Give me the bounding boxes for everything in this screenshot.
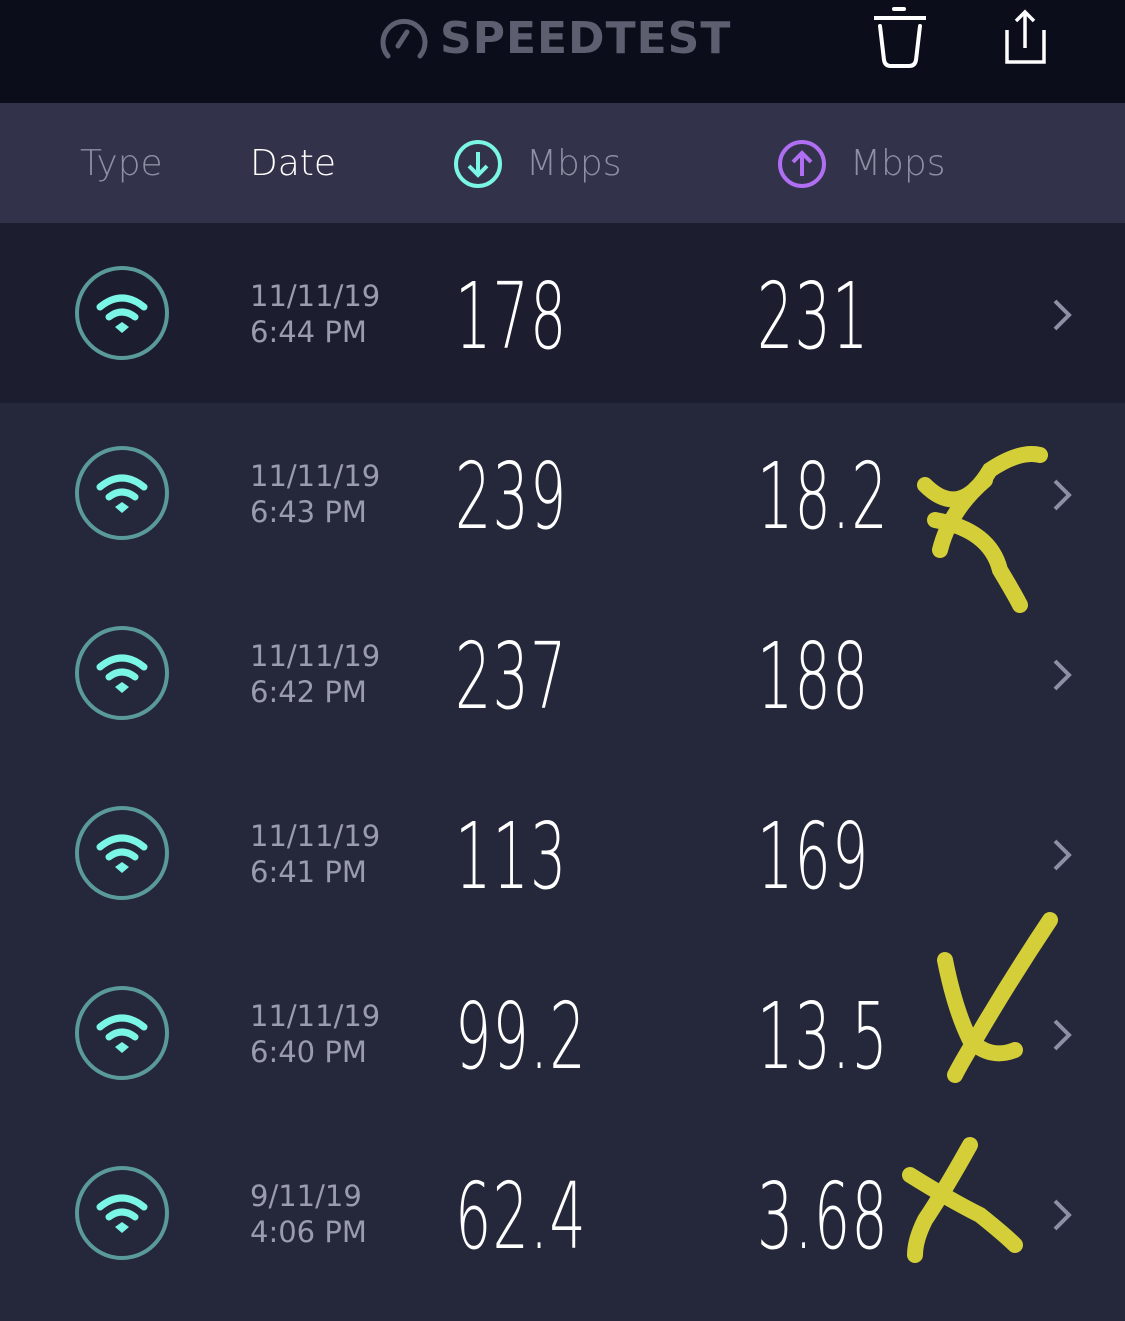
wifi-icon (75, 266, 169, 360)
upload-speed: 169 (757, 803, 870, 910)
chevron-right-icon[interactable] (1050, 1197, 1074, 1233)
date-text: 11/11/19 (250, 459, 381, 493)
date-text: 11/11/19 (250, 819, 381, 853)
wifi-icon (75, 446, 169, 540)
date-text: 11/11/19 (250, 639, 381, 673)
result-date: 11/11/19 6:42 PM (250, 638, 380, 710)
upload-icon (778, 140, 826, 188)
column-header: Type Date Mbps Mbps (0, 103, 1125, 223)
app-title: SPEEDTEST (440, 12, 732, 64)
upload-speed: 13.5 (757, 983, 889, 1090)
download-speed: 99.2 (455, 983, 587, 1090)
result-date: 9/11/19 4:06 PM (250, 1178, 367, 1250)
result-row[interactable]: 9/11/19 4:06 PM 62.4 3.68 (0, 1123, 1125, 1303)
time-text: 6:44 PM (250, 315, 367, 349)
share-icon[interactable] (1000, 8, 1050, 66)
result-row[interactable]: 11/11/19 6:44 PM 178 231 (0, 223, 1125, 403)
type-column-header[interactable]: Type (80, 143, 163, 184)
speedometer-icon (380, 18, 428, 59)
result-row[interactable]: 11/11/19 6:40 PM 99.2 13.5 (0, 943, 1125, 1123)
wifi-icon (75, 986, 169, 1080)
download-speed: 178 (455, 263, 568, 370)
date-text: 11/11/19 (250, 279, 381, 313)
result-row[interactable]: 11/11/19 6:41 PM 113 169 (0, 763, 1125, 943)
time-text: 6:43 PM (250, 495, 367, 529)
result-date: 11/11/19 6:44 PM (250, 278, 380, 350)
speedtest-logo: SPEEDTEST (378, 12, 731, 64)
upload-speed: 231 (757, 263, 870, 370)
result-date: 11/11/19 6:41 PM (250, 818, 380, 890)
upload-speed: 188 (757, 623, 870, 730)
wifi-icon (75, 626, 169, 720)
result-row[interactable]: 11/11/19 6:42 PM 237 188 (0, 583, 1125, 763)
chevron-right-icon[interactable] (1050, 657, 1074, 693)
top-bar: SPEEDTEST (0, 0, 1125, 103)
upload-speed: 3.68 (757, 1163, 889, 1270)
wifi-icon (75, 1166, 169, 1260)
download-icon (454, 140, 502, 188)
download-column-header[interactable]: Mbps (526, 143, 622, 184)
chevron-right-icon[interactable] (1050, 477, 1074, 513)
result-date: 11/11/19 6:40 PM (250, 998, 380, 1070)
upload-column-header[interactable]: Mbps (850, 143, 946, 184)
result-row[interactable]: 11/11/19 6:43 PM 239 18.2 (0, 403, 1125, 583)
date-text: 11/11/19 (250, 999, 381, 1033)
time-text: 6:40 PM (250, 1035, 367, 1069)
result-date: 11/11/19 6:43 PM (250, 458, 380, 530)
chevron-right-icon[interactable] (1050, 837, 1074, 873)
download-speed: 237 (455, 623, 568, 730)
chevron-right-icon[interactable] (1050, 297, 1074, 333)
chevron-right-icon[interactable] (1050, 1017, 1074, 1053)
download-speed: 113 (455, 803, 568, 910)
date-text: 9/11/19 (250, 1179, 362, 1213)
time-text: 6:41 PM (250, 855, 367, 889)
upload-speed: 18.2 (757, 443, 889, 550)
time-text: 4:06 PM (250, 1215, 367, 1249)
wifi-icon (75, 806, 169, 900)
download-speed: 62.4 (455, 1163, 587, 1270)
trash-icon[interactable] (870, 6, 930, 70)
download-speed: 239 (455, 443, 568, 550)
date-column-header[interactable]: Date (250, 143, 337, 184)
time-text: 6:42 PM (250, 675, 367, 709)
